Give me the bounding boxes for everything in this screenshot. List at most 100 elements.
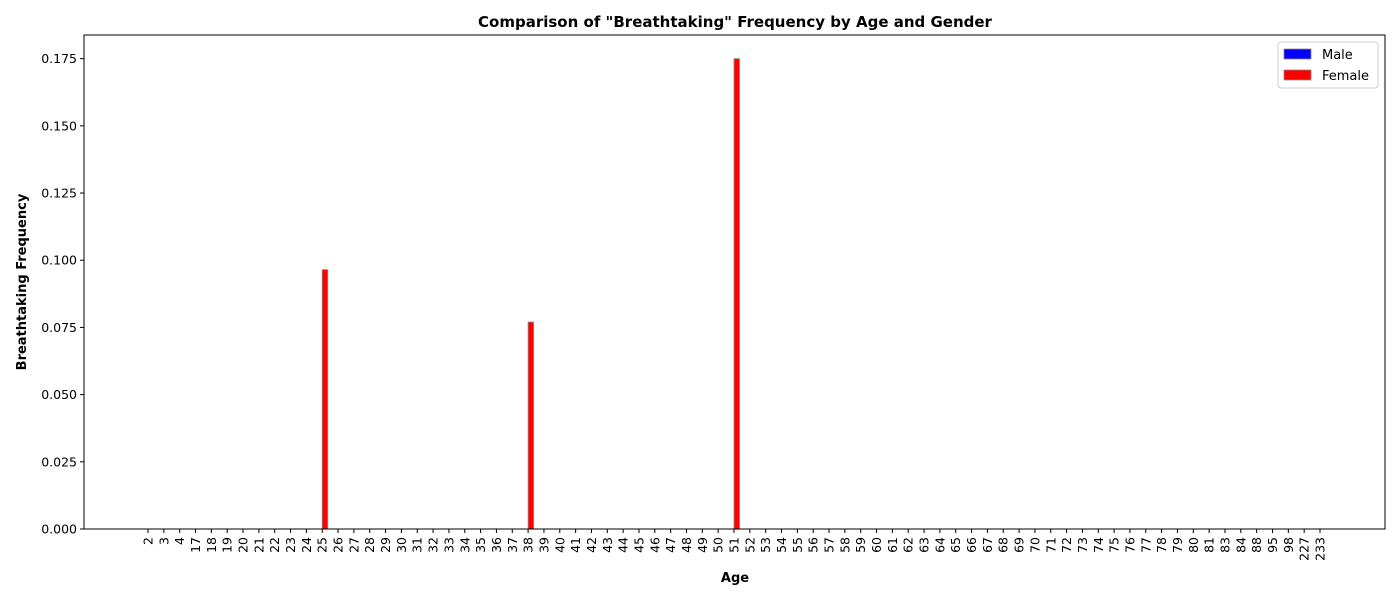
bars-group [321,58,740,530]
x-tick-label: 21 [251,537,266,553]
x-tick-label: 40 [552,537,567,553]
x-tick-label: 83 [1217,537,1232,553]
x-tick-label: 27 [346,537,361,553]
x-axis-label: Age [721,571,749,586]
x-tick-label: 69 [1012,537,1027,553]
x-tick-label: 55 [790,537,805,553]
x-tick-label: 70 [1027,537,1042,553]
x-tick-label: 58 [837,537,852,553]
x-tick-label: 32 [426,537,441,553]
y-tick-label: 0.100 [41,253,77,268]
x-tick-label: 31 [410,537,425,553]
x-tick-label: 18 [204,537,219,553]
x-tick-label: 42 [584,537,599,553]
x-tick-label: 17 [188,537,203,553]
x-tick-label: 45 [631,537,646,553]
plot-area-frame [83,34,1386,530]
x-tick-label: 23 [283,537,298,553]
x-tick-label: 73 [1075,537,1090,553]
x-tick-label: 25 [315,537,330,553]
x-tick-label: 38 [521,537,536,553]
y-axis-label: Breathtaking Frequency [15,193,30,370]
x-tick-label: 80 [1186,537,1201,553]
x-tick-label: 61 [885,537,900,553]
x-tick-label: 20 [236,537,251,553]
bar-female [733,58,740,530]
x-ticks: 2 3 4 17 18 19 20 21 22 23 24 25 26 27 28 29 30 31 32 33 34 3… [141,529,1328,561]
x-tick-label: 77 [1138,537,1153,553]
x-tick-label: 74 [1091,537,1106,553]
x-tick-label: 50 [711,537,726,553]
x-tick-label: 56 [806,537,821,553]
x-tick-label: 81 [1202,537,1217,553]
x-tick-label: 72 [1059,537,1074,553]
x-tick-label: 43 [600,537,615,553]
x-tick-label: 39 [536,537,551,553]
x-tick-label: 76 [1122,537,1137,553]
x-tick-label: 51 [727,537,742,553]
x-tick-label: 48 [679,537,694,553]
x-tick-label: 35 [473,537,488,553]
y-tick-label: 0.175 [41,51,77,66]
x-tick-label: 28 [362,537,377,553]
y-tick-label: 0.025 [41,454,77,469]
y-tick-label: 0.000 [41,522,77,537]
legend-swatch-male [1283,48,1312,60]
x-tick-label: 54 [774,537,789,553]
x-tick-label: 47 [663,537,678,553]
legend-label-male: Male [1322,48,1353,63]
x-tick-label: 59 [853,537,868,553]
x-tick-label: 65 [948,537,963,553]
x-tick-label: 95 [1265,537,1280,553]
legend-label-female: Female [1322,69,1369,84]
x-tick-label: 57 [822,537,837,553]
legend-swatch-female [1283,69,1312,81]
x-tick-label: 24 [299,537,314,553]
x-tick-label: 4 [172,537,187,545]
x-tick-label: 30 [394,537,409,553]
x-tick-label: 53 [758,537,773,553]
x-tick-label: 44 [616,537,631,553]
x-tick-label: 88 [1249,537,1264,553]
x-tick-label: 66 [964,537,979,553]
x-tick-label: 33 [441,537,456,553]
x-tick-label: 36 [489,537,504,553]
x-tick-label: 19 [220,537,235,553]
y-tick-label: 0.050 [41,387,77,402]
x-tick-label: 49 [695,537,710,553]
x-tick-label: 41 [568,537,583,553]
x-tick-label: 34 [457,537,472,553]
x-tick-label: 62 [901,537,916,553]
bar-female [321,269,329,530]
x-tick-label: 79 [1170,537,1185,553]
x-tick-label: 29 [378,537,393,553]
x-tick-label: 37 [505,537,520,553]
x-tick-label: 233 [1313,537,1328,561]
x-tick-label: 71 [1043,537,1058,553]
legend: Male Female [1277,41,1379,89]
x-tick-label: 78 [1154,537,1169,553]
x-tick-label: 63 [917,537,932,553]
x-tick-label: 84 [1233,537,1248,553]
x-tick-label: 52 [742,537,757,553]
x-tick-label: 64 [932,537,947,553]
x-tick-label: 227 [1297,537,1312,561]
x-tick-label: 60 [869,537,884,553]
x-tick-label: 2 [141,537,156,545]
y-tick-label: 0.075 [41,320,77,335]
x-tick-label: 68 [996,537,1011,553]
bar-female [527,321,535,530]
chart-title: Comparison of "Breathtaking" Frequency b… [478,13,993,31]
x-tick-label: 98 [1281,537,1296,553]
y-tick-label: 0.150 [41,118,77,133]
x-tick-label: 22 [267,537,282,553]
y-tick-label: 0.125 [41,186,77,201]
x-tick-label: 26 [331,537,346,553]
x-tick-label: 46 [647,537,662,553]
x-tick-label: 67 [980,537,995,553]
x-tick-label: 3 [156,537,171,545]
y-ticks: 0.000 0.025 0.050 0.075 0.100 0.125 0.150 0.175 [41,51,84,537]
x-tick-label: 75 [1107,537,1122,553]
